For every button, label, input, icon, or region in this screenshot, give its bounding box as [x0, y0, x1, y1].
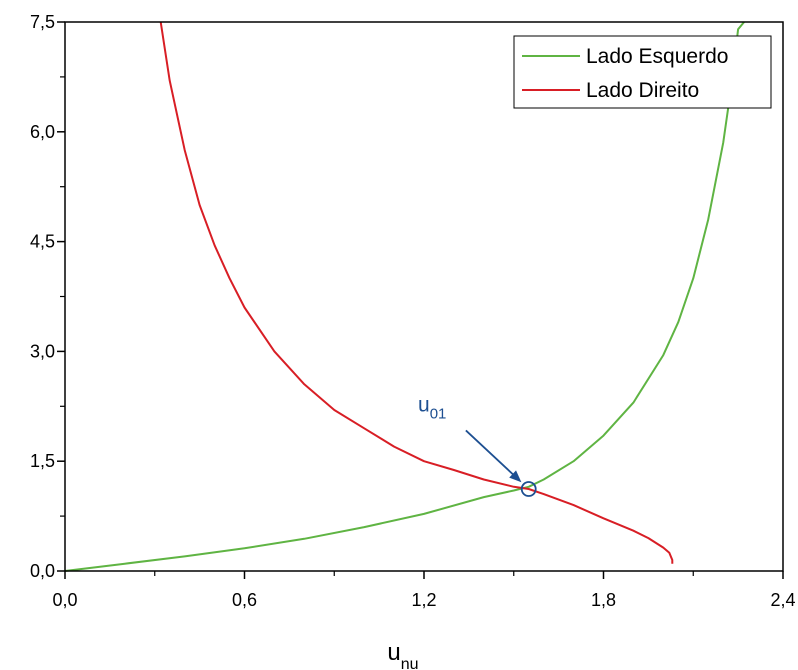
legend-label-lado-direito: Lado Direito — [586, 79, 699, 102]
x-tick-label: 0,0 — [52, 590, 77, 610]
legend-box — [513, 35, 772, 109]
x-tick-label: 0,6 — [232, 590, 257, 610]
intersection-marker — [520, 481, 537, 497]
plot-marks — [64, 21, 745, 572]
annotation-label-main: u — [418, 393, 430, 416]
y-tick-label: 1,5 — [30, 451, 55, 471]
x-tick-label: 1,2 — [411, 590, 436, 610]
annotation-label: u01 — [418, 393, 446, 422]
legend-label-lado-esquerdo: Lado Esquerdo — [586, 45, 728, 68]
annotation-label-sub: 01 — [430, 405, 447, 422]
y-tick-label: 4,5 — [30, 232, 55, 252]
legend: Lado Esquerdo Lado Direito — [513, 35, 772, 109]
x-axis-title-sub: nu — [401, 656, 419, 670]
x-tick-label: 2,4 — [770, 590, 795, 610]
y-tick-label: 7,5 — [30, 12, 55, 32]
axis-ticks: 0,0 0,6 1,2 1,8 2,4 0,0 1,5 3,0 4,5 6,0 7,5 — [30, 12, 796, 610]
series-line-lado-direito — [159, 21, 674, 564]
y-tick-label: 6,0 — [30, 122, 55, 142]
x-axis-title-main: u — [387, 639, 400, 666]
annotation-arrow-head — [509, 470, 522, 483]
y-tick-label: 3,0 — [30, 341, 55, 361]
series-line-lado-esquerdo — [64, 21, 745, 572]
annotation-arrow-shaft — [465, 429, 517, 478]
x-tick-label: 1,8 — [591, 590, 616, 610]
y-tick-label: 0,0 — [30, 561, 55, 581]
annotation: u01 — [418, 393, 537, 497]
x-axis-title: unu — [387, 639, 418, 670]
